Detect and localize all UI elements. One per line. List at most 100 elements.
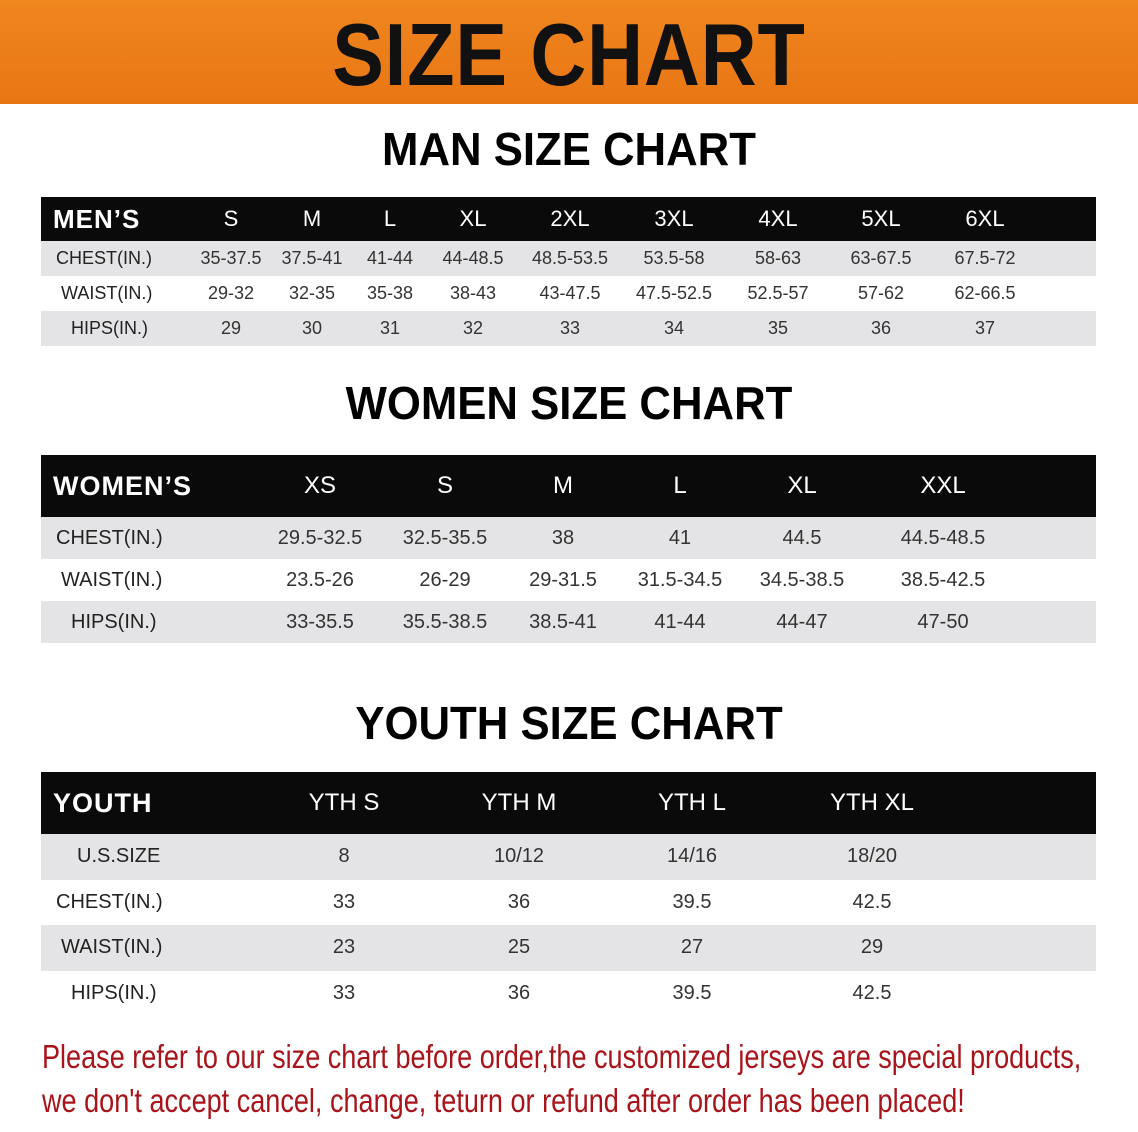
women-cell-value: 38 [551,526,575,549]
women-size-l: L [673,472,687,499]
men-cell-value: 29 [220,318,242,338]
men-cell-value: 52.5-57 [747,283,809,303]
men-header-label: MEN’S [53,203,141,234]
men-cell-value: 35-37.5 [200,248,262,268]
youth-cell-value: 29 [860,936,884,959]
youth-cell-value: 10/12 [493,845,545,868]
men-size-4xl: 4XL [758,206,798,231]
women-cell-value: 29.5-32.5 [277,526,363,549]
men-cell-value: 34 [663,318,685,338]
men-size-l: L [383,206,397,231]
men-cell-value: 53.5-58 [643,248,705,268]
women-cell-value: 35.5-38.5 [402,610,488,633]
men-cell-value: 30 [301,318,323,338]
women-row-label: WAIST(IN.) [61,568,163,591]
youth-cell-value: 42.5 [852,890,892,913]
men-size-s: S [223,206,239,231]
men-cell-value: 58-63 [754,248,802,268]
men-header-row: MEN’S S M L XL 2XL 3XL 4XL 5XL 6XL [41,197,1096,241]
women-table-row: WAIST(IN.) 23.5-26 26-29 29-31.5 31.5-34.5 34… [41,559,1096,601]
women-size-xxl: XXL [920,472,966,499]
men-size-m: M [302,206,322,231]
youth-row-label: HIPS(IN.) [71,981,157,1004]
women-table-row: HIPS(IN.) 33-35.5 35.5-38.5 38.5-41 41-44 44-… [41,601,1096,643]
men-row-label: CHEST(IN.) [56,248,152,268]
women-row-label: CHEST(IN.) [56,526,163,549]
women-cell-value: 34.5-38.5 [759,568,845,591]
men-size-5xl: 5XL [861,206,901,231]
youth-cell-value: 14/16 [666,845,718,868]
men-cell-value: 35-38 [366,283,414,303]
men-size-2xl: 2XL [550,206,590,231]
women-size-m: M [553,472,573,499]
youth-cell-value: 42.5 [852,981,892,1004]
youth-table-row: HIPS(IN.) 33 36 39.5 42.5 [41,971,1096,1017]
men-size-3xl: 3XL [654,206,694,231]
women-header-row: WOMEN’S XS S M L XL XXL [41,455,1096,517]
men-cell-value: 37.5-41 [281,248,343,268]
men-table-row: HIPS(IN.) 29 30 31 32 33 34 35 36 37 [41,311,1096,346]
youth-table-row: WAIST(IN.) 23 25 27 29 [41,925,1096,971]
men-cell-value: 63-67.5 [850,248,912,268]
women-table-row: CHEST(IN.) 29.5-32.5 32.5-35.5 38 41 44.5 44.5… [41,517,1096,559]
men-cell-value: 32-35 [288,283,336,303]
notice-line-1: Please refer to our size chart before or… [42,1038,1082,1075]
women-cell-value: 32.5-35.5 [402,526,488,549]
banner: SIZE CHART [0,0,1138,104]
men-cell-value: 31 [379,318,401,338]
men-size-table: MEN’S S M L XL 2XL 3XL 4XL 5XL 6XL CHEST(IN.) 35-37… [41,197,1096,346]
women-section-title: WOMEN SIZE CHART [345,377,793,429]
women-cell-value: 38.5-41 [529,610,597,633]
youth-cell-value: 33 [332,890,356,913]
men-cell-value: 48.5-53.5 [531,248,609,268]
men-cell-value: 29-32 [207,283,255,303]
youth-size-yth-s: YTH S [308,789,380,816]
men-cell-value: 44-48.5 [442,248,504,268]
men-cell-value: 67.5-72 [954,248,1016,268]
men-cell-value: 43-47.5 [539,283,601,303]
men-cell-value: 41-44 [366,248,414,268]
women-cell-value: 38.5-42.5 [900,568,986,591]
women-size-table: WOMEN’S XS S M L XL XXL CHEST(IN.) 29.5-32.5 32.5… [41,455,1096,644]
women-cell-value: 29-31.5 [529,568,597,591]
youth-header-label: YOUTH [53,787,153,818]
women-cell-value: 41 [668,526,692,549]
youth-cell-value: 39.5 [672,981,712,1004]
women-size-s: S [436,472,454,499]
youth-size-yth-m: YTH M [481,789,557,816]
women-size-xl: XL [787,472,817,499]
youth-cell-value: 8 [338,845,350,868]
men-cell-value: 36 [870,318,892,338]
men-section-title: MAN SIZE CHART [382,123,756,175]
women-cell-value: 33-35.5 [286,610,354,633]
youth-cell-value: 27 [680,936,704,959]
youth-cell-value: 36 [507,890,531,913]
women-cell-value: 44.5-48.5 [900,526,986,549]
youth-table-row: CHEST(IN.) 33 36 39.5 42.5 [41,880,1096,926]
youth-cell-value: 33 [332,981,356,1004]
youth-cell-value: 23 [332,936,356,959]
youth-size-table: YOUTH YTH S YTH M YTH L YTH XL U.S.SIZE 8 10/12… [41,772,1096,1016]
women-row-label: HIPS(IN.) [71,610,157,633]
youth-section-title: YOUTH SIZE CHART [355,697,783,749]
youth-cell-value: 36 [507,981,531,1004]
women-cell-value: 41-44 [654,610,706,633]
men-cell-value: 62-66.5 [954,283,1016,303]
youth-row-label: U.S.SIZE [77,845,161,868]
women-cell-value: 44.5 [782,526,822,549]
men-cell-value: 47.5-52.5 [635,283,713,303]
youth-row-label: WAIST(IN.) [61,936,163,959]
women-size-xs: XS [303,472,337,499]
men-cell-value: 35 [767,318,789,338]
women-cell-value: 31.5-34.5 [637,568,723,591]
youth-size-yth-xl: YTH XL [829,789,915,816]
men-cell-value: 33 [559,318,581,338]
women-cell-value: 23.5-26 [286,568,354,591]
youth-cell-value: 39.5 [672,890,712,913]
youth-table-row: U.S.SIZE 8 10/12 14/16 18/20 [41,834,1096,880]
women-cell-value: 44-47 [776,610,828,633]
women-cell-value: 26-29 [419,568,471,591]
youth-cell-value: 25 [507,936,531,959]
men-cell-value: 32 [462,318,484,338]
men-cell-value: 37 [974,318,996,338]
